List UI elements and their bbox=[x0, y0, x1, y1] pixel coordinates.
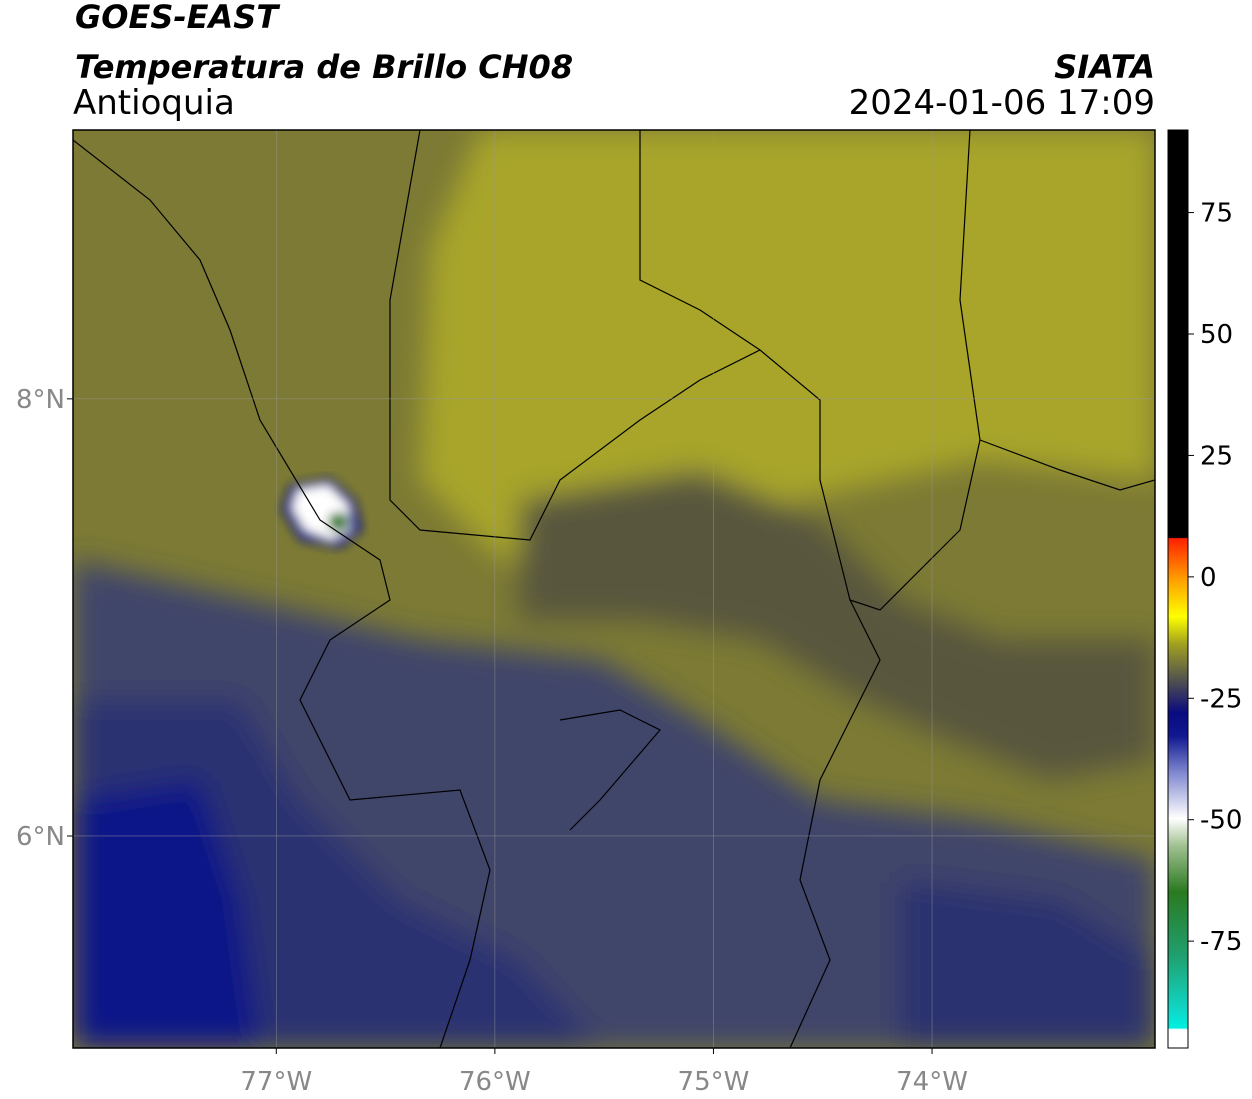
y-tick-label: 6°N bbox=[16, 822, 65, 852]
colorbar-tick-label: -25 bbox=[1200, 684, 1242, 714]
y-tick-label: 8°N bbox=[16, 385, 65, 415]
colorbar bbox=[1167, 129, 1189, 1049]
x-tick-label: 74°W bbox=[896, 1067, 968, 1097]
source: SIATA bbox=[1054, 48, 1155, 86]
datetime: 2024-01-06 17:09 bbox=[849, 83, 1155, 123]
map-frame bbox=[72, 129, 1156, 1049]
colorbar-tick-label: -50 bbox=[1200, 806, 1242, 836]
title: GOES-EAST bbox=[75, 0, 280, 36]
colorbar-tick-label: 25 bbox=[1200, 441, 1233, 471]
grid-layer bbox=[73, 130, 1155, 1048]
x-tick-label: 76°W bbox=[459, 1067, 531, 1097]
region: Antioquia bbox=[73, 83, 235, 123]
x-tick-label: 75°W bbox=[678, 1067, 750, 1097]
colorbar-tick-label: 50 bbox=[1200, 320, 1233, 350]
colorbar-tick-label: 0 bbox=[1200, 563, 1217, 593]
x-tick-label: 77°W bbox=[240, 1067, 312, 1097]
subtitle: Temperatura de Brillo CH08 bbox=[75, 48, 573, 86]
map-field bbox=[73, 130, 1155, 1048]
colorbar-tick-label: -75 bbox=[1200, 927, 1242, 957]
colorbar-tick-label: 75 bbox=[1200, 199, 1233, 229]
